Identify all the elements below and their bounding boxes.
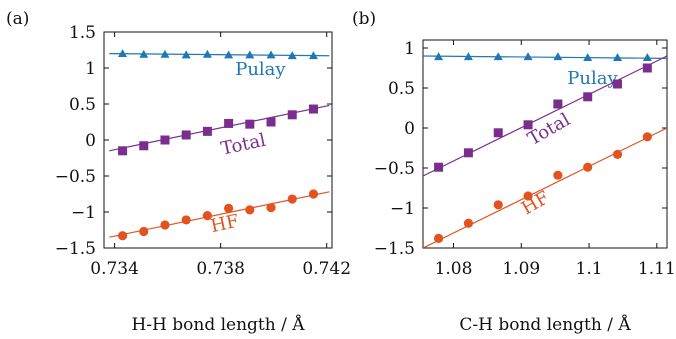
plot-frame-b	[422, 39, 668, 249]
panel-b: (b) 1 0.5 0 −0.5 −1 −1.5 1.08 1.09 1.1 1.11 Pulay T…	[352, 9, 676, 335]
data-point-total-b	[493, 128, 503, 138]
data-point-pulay-b	[434, 52, 444, 61]
y-tick-label-a: 0	[85, 131, 96, 151]
data-point-pulay-a	[308, 51, 318, 60]
data-point-total-b	[553, 99, 563, 109]
fit-line-pulay-b	[423, 55, 667, 59]
x-tick-label-a: 0.742	[302, 259, 351, 279]
panel-label-b: (b)	[352, 9, 376, 29]
data-point-pulay-a	[160, 49, 170, 58]
y-tick-label-b: 0.5	[388, 79, 415, 99]
data-point-pulay-a	[118, 49, 128, 57]
series-hf-a	[109, 189, 330, 241]
data-point-hf-a	[160, 220, 170, 230]
data-point-pulay-b	[523, 52, 533, 61]
data-point-hf-a	[266, 203, 276, 213]
data-point-total-a	[118, 146, 128, 156]
data-point-pulay-a	[287, 51, 297, 60]
y-tick-label-a: −1.5	[55, 239, 96, 259]
data-point-hf-b	[433, 233, 444, 243]
data-point-hf-b	[463, 218, 474, 228]
data-point-pulay-a	[245, 50, 255, 59]
data-point-pulay-a	[266, 50, 276, 59]
fit-line-hf-b	[423, 127, 667, 248]
data-point-pulay-a	[202, 49, 212, 58]
data-point-hf-b	[612, 149, 623, 159]
data-point-total-a	[287, 110, 297, 120]
x-tick-label-b: 1.08	[435, 259, 473, 279]
data-point-pulay-b	[583, 53, 593, 61]
y-tick-label-a: 1	[85, 59, 96, 79]
series-label-hf-b: HF	[518, 187, 553, 219]
data-point-total-b	[583, 92, 593, 102]
data-point-total-a	[308, 104, 318, 114]
series-label-hf-a: HF	[209, 211, 241, 237]
data-point-pulay-b	[613, 53, 623, 61]
y-tick-label-b: −1	[390, 199, 415, 219]
data-point-total-b	[613, 79, 623, 89]
data-point-pulay-a	[224, 50, 234, 59]
x-axis-label-b: C-H bond length / Å	[459, 314, 631, 335]
data-point-total-a	[181, 130, 191, 140]
data-point-hf-a	[202, 211, 212, 221]
x-tick-label-b: 1.1	[576, 259, 603, 279]
series-hf-b	[423, 127, 667, 248]
data-point-hf-a	[245, 205, 255, 215]
data-point-hf-a	[287, 194, 297, 204]
y-tick-label-a: 0.5	[69, 95, 96, 115]
data-point-total-b	[642, 63, 652, 73]
data-point-pulay-a	[181, 50, 191, 59]
data-point-total-a	[139, 141, 149, 151]
data-point-hf-b	[642, 132, 652, 142]
series-pulay-b	[423, 52, 667, 61]
y-tick-label-a: 1.5	[69, 23, 96, 43]
x-tick-label-a: 0.734	[90, 259, 139, 279]
y-tick-label-b: −0.5	[374, 159, 415, 179]
y-tick-label-a: −0.5	[55, 167, 96, 187]
plot-area-a: 1.5 1 0.5 0 −0.5 −1 −1.50.734 0.738 0.742 Pulay To…	[55, 23, 351, 279]
data-point-total-a	[266, 117, 276, 127]
data-point-hf-b	[553, 170, 563, 180]
data-point-total-a	[160, 135, 170, 145]
data-point-hf-a	[181, 215, 191, 225]
data-point-hf-a	[308, 189, 319, 199]
series-label-total-a: Total	[219, 130, 268, 160]
series-label-total-b: Total	[524, 109, 574, 150]
y-tick-label-b: −1.5	[374, 239, 415, 259]
x-tick-label-b: 1.09	[502, 259, 540, 279]
panel-label-a: (a)	[6, 9, 29, 29]
x-tick-label-b: 1.11	[638, 259, 676, 279]
y-tick-label-b: 1	[404, 39, 415, 59]
data-point-total-b	[463, 148, 473, 158]
data-point-total-a	[202, 126, 212, 136]
data-point-pulay-b	[493, 52, 503, 61]
data-point-hf-b	[523, 191, 533, 201]
data-point-total-a	[245, 119, 255, 129]
data-point-hf-b	[493, 200, 503, 210]
data-point-total-a	[224, 118, 234, 128]
y-tick-label-a: −1	[71, 203, 96, 223]
series-label-pulay-b: Pulay	[567, 68, 618, 89]
series-total-a	[109, 104, 330, 156]
series-pulay-a	[109, 49, 330, 60]
series-total-b	[423, 55, 667, 177]
data-point-pulay-a	[139, 49, 149, 58]
data-point-pulay-b	[463, 52, 473, 61]
data-point-hf-a	[139, 226, 149, 237]
x-axis-label-a: H-H bond length / Å	[131, 314, 305, 335]
plot-area-b: 1 0.5 0 −0.5 −1 −1.5 1.08 1.09 1.1 1.11 Pulay Total…	[374, 39, 676, 279]
panel-a: (a) 1.5 1 0.5 0 −0.5 −1 −1.50.734 0.738 0.742 Pul…	[6, 9, 351, 335]
data-point-total-b	[523, 120, 533, 130]
data-point-hf-a	[117, 231, 128, 241]
y-tick-label-b: 0	[404, 119, 415, 139]
data-point-hf-b	[583, 162, 593, 172]
data-point-hf-a	[224, 203, 234, 213]
data-point-pulay-b	[642, 53, 652, 61]
data-point-pulay-b	[553, 52, 563, 61]
series-label-pulay-a: Pulay	[235, 59, 286, 80]
fit-line-total-b	[423, 55, 667, 177]
data-point-total-b	[434, 162, 444, 172]
x-tick-label-a: 0.738	[196, 259, 245, 279]
